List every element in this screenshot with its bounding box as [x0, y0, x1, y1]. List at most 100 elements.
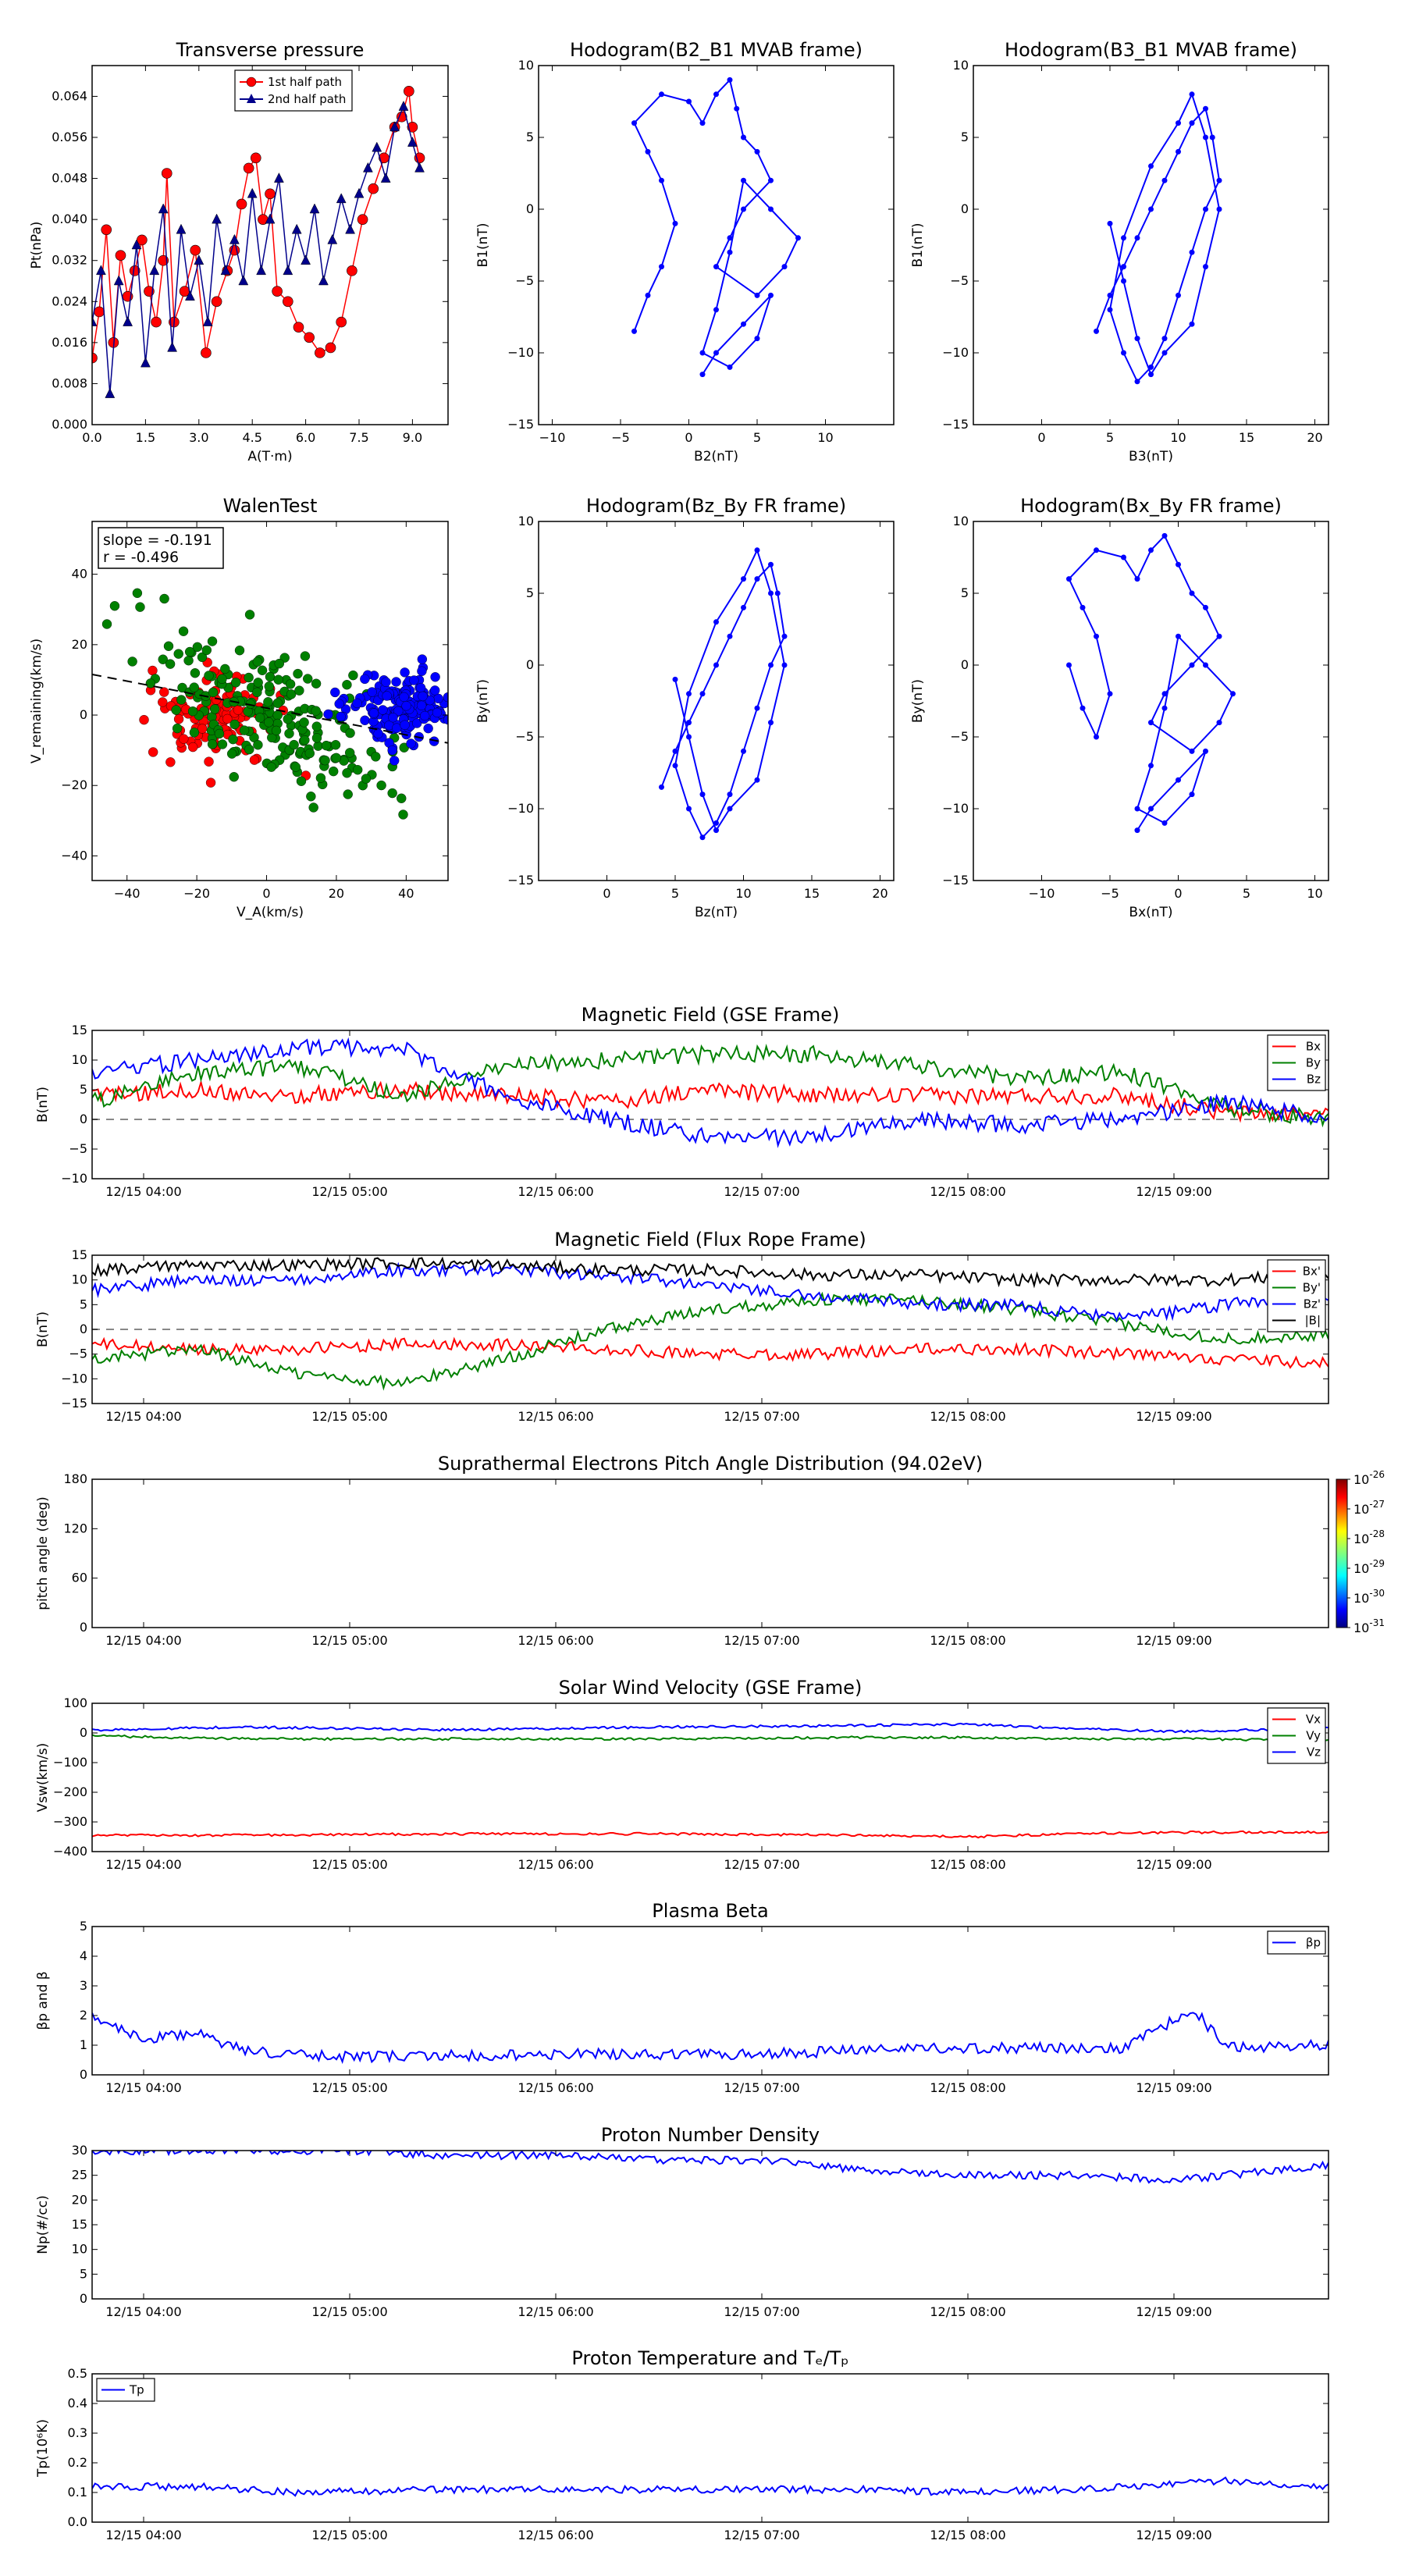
data-point [399, 692, 409, 703]
legend-label: By' [1303, 1281, 1321, 1295]
y-tick-label: 0 [80, 2067, 87, 2082]
data-point [451, 716, 461, 725]
data-point [283, 265, 293, 276]
y-tick-label: 0 [80, 1322, 87, 1336]
data-point [256, 265, 267, 276]
data-point [254, 713, 265, 723]
data-point [272, 710, 283, 720]
panel-tpr: Proton Temperature and Tₑ/Tₚ 12/15 04:00 1… [35, 2347, 1329, 2542]
data-point [781, 633, 788, 639]
plot-area [631, 76, 801, 378]
y-tick-label: 1 [80, 2037, 87, 2052]
data-point [220, 664, 230, 674]
data-point [768, 561, 774, 568]
data-point [1107, 307, 1113, 313]
y-tick-label: 0 [526, 201, 534, 216]
data-point [158, 203, 169, 214]
legend-marker [247, 94, 256, 103]
legend-label: By [1306, 1056, 1321, 1070]
data-point [1161, 177, 1168, 183]
data-point [250, 152, 261, 164]
panel-h4: Hodogram(Bx_By FR frame) −10 −5 0 5 10 −15 −10 −… [910, 495, 1329, 920]
y-tick-label: 20 [72, 2192, 87, 2207]
data-point [1189, 748, 1195, 754]
data-point [105, 388, 116, 398]
y-tick-label: 0 [961, 201, 969, 216]
data-point [226, 749, 237, 759]
x-tick-label: 12/15 07:00 [724, 1633, 799, 1648]
series-line [92, 1256, 1329, 1289]
data-point [360, 674, 370, 685]
series-line [92, 1043, 1329, 1128]
plot-frame [973, 65, 1329, 425]
data-point [263, 697, 273, 707]
data-point [1134, 235, 1140, 241]
data-point [1134, 576, 1140, 582]
data-point [411, 718, 422, 728]
data-point [457, 696, 467, 705]
data-point [1203, 105, 1208, 112]
colorbar-base: 10 [1353, 1472, 1369, 1487]
data-point [672, 676, 678, 682]
colorbar-exponent: -27 [1369, 1499, 1385, 1510]
data-point [414, 162, 425, 173]
x-tick-label: 12/15 09:00 [1136, 1633, 1211, 1648]
data-point [1189, 792, 1195, 798]
data-point [214, 728, 225, 739]
y-tick-label: −5 [69, 1347, 87, 1361]
plot-area [1094, 91, 1222, 385]
chart-title: Hodogram(Bx_By FR frame) [1020, 495, 1282, 517]
data-point [177, 682, 187, 693]
data-point [1094, 734, 1099, 740]
series-line [660, 548, 786, 839]
colorbar-base: 10 [1353, 1591, 1369, 1606]
data-point [727, 364, 733, 370]
data-point [283, 714, 293, 724]
legend-label: Bx' [1303, 1265, 1321, 1279]
plot-frame [91, 2373, 1329, 2523]
x-tick-label: 12/15 06:00 [518, 1633, 593, 1648]
x-tick-label: 12/15 08:00 [930, 1857, 1005, 1872]
data-point [311, 733, 322, 743]
data-point [1148, 206, 1154, 212]
x-tick-label: 0 [603, 886, 610, 901]
data-point [1134, 379, 1140, 385]
chart-title: Hodogram(Bz_By FR frame) [586, 495, 846, 517]
y-tick-label: 0 [526, 657, 534, 672]
y-tick-label: −100 [53, 1755, 87, 1770]
x-tick-label: 12/15 09:00 [1136, 1184, 1211, 1199]
y-tick-label: 5 [80, 1082, 87, 1097]
plot-frame [91, 521, 449, 881]
data-point [189, 682, 199, 692]
data-point [686, 691, 692, 697]
data-point [417, 654, 428, 664]
x-tick-label: 12/15 05:00 [311, 1184, 387, 1199]
y-tick-label: 180 [63, 1471, 87, 1486]
data-point [1107, 220, 1113, 226]
data-point [1080, 604, 1086, 610]
data-point [190, 244, 201, 256]
data-point [92, 352, 98, 364]
legend-label: |B| [1305, 1314, 1321, 1328]
data-point [303, 674, 313, 684]
data-point [321, 740, 332, 751]
data-point [1121, 350, 1126, 356]
plot-frame [91, 1254, 1329, 1404]
x-tick-label: 12/15 05:00 [311, 1633, 387, 1648]
legend-label: 1st half path [268, 75, 342, 89]
legend-label: Bz [1307, 1073, 1321, 1087]
data-point [272, 286, 283, 297]
data-point [659, 784, 664, 790]
data-point [781, 264, 788, 270]
data-point [672, 748, 678, 754]
data-point [311, 678, 322, 688]
y-tick-label: 0 [80, 1620, 87, 1635]
data-point [238, 275, 249, 286]
data-point [741, 177, 746, 183]
data-point [754, 576, 760, 582]
data-point [173, 714, 184, 724]
data-point [211, 296, 222, 308]
data-point [699, 350, 706, 356]
x-tick-label: 12/15 08:00 [930, 1633, 1005, 1648]
data-point [149, 265, 160, 276]
